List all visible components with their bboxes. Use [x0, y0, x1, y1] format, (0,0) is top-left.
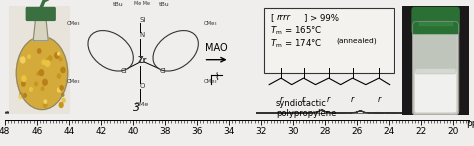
Text: ppm: ppm	[466, 119, 474, 128]
